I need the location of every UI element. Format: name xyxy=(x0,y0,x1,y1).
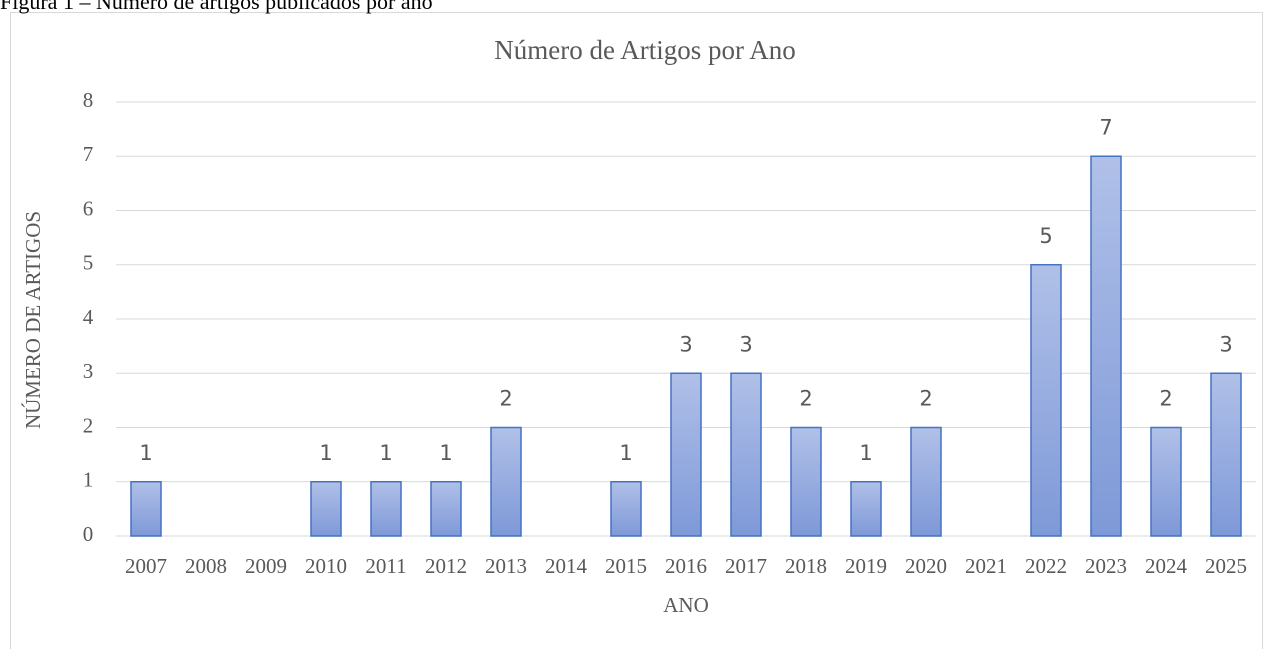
x-tick-label: 2020 xyxy=(905,554,947,578)
data-label: 3 xyxy=(739,332,752,356)
bar xyxy=(490,426,522,537)
data-label: 2 xyxy=(499,387,512,411)
data-label: 1 xyxy=(139,441,152,465)
bar xyxy=(130,481,162,537)
x-tick-label: 2018 xyxy=(785,554,827,578)
y-tick-label: 4 xyxy=(83,305,94,329)
x-axis-title: ANO xyxy=(663,593,709,617)
data-label: 2 xyxy=(1159,387,1172,411)
bar xyxy=(1150,426,1182,537)
bar xyxy=(790,426,822,537)
data-label: 3 xyxy=(1219,332,1232,356)
x-tick-label: 2011 xyxy=(365,554,406,578)
x-tick-label: 2015 xyxy=(605,554,647,578)
y-axis-title: NÚMERO DE ARTIGOS xyxy=(21,211,45,429)
data-label: 1 xyxy=(319,441,332,465)
y-tick-label: 2 xyxy=(83,413,94,437)
y-tick-label: 8 xyxy=(83,88,94,112)
y-tick-label: 7 xyxy=(83,142,94,166)
data-label: 7 xyxy=(1099,115,1112,139)
caption: Figura 1 – Número de artigos publicados … xyxy=(0,0,433,14)
bar xyxy=(1030,264,1062,537)
data-label: 3 xyxy=(679,332,692,356)
data-label: 5 xyxy=(1039,224,1052,248)
x-tick-label: 2025 xyxy=(1205,554,1247,578)
x-tick-label: 2016 xyxy=(665,554,707,578)
bar xyxy=(1210,372,1242,537)
y-tick-label: 3 xyxy=(83,359,94,383)
data-label: 2 xyxy=(919,387,932,411)
x-tick-label: 2009 xyxy=(245,554,287,578)
bar xyxy=(730,372,762,537)
y-tick-label: 1 xyxy=(83,468,94,492)
y-tick-label: 5 xyxy=(83,251,94,275)
x-tick-label: 2014 xyxy=(545,554,588,578)
x-tick-label: 2008 xyxy=(185,554,227,578)
x-tick-label: 2023 xyxy=(1085,554,1127,578)
x-tick-label: 2012 xyxy=(425,554,467,578)
data-label: 2 xyxy=(799,387,812,411)
bar xyxy=(310,481,342,537)
bar xyxy=(370,481,402,537)
bar xyxy=(1090,155,1122,537)
x-tick-label: 2021 xyxy=(965,554,1007,578)
chart-title: Número de Artigos por Ano xyxy=(494,35,795,65)
bar xyxy=(610,481,642,537)
x-tick-label: 2007 xyxy=(125,554,167,578)
data-label: 1 xyxy=(859,441,872,465)
data-label: 1 xyxy=(379,441,392,465)
data-label: 1 xyxy=(619,441,632,465)
x-tick-label: 2019 xyxy=(845,554,887,578)
x-tick-label: 2010 xyxy=(305,554,347,578)
bar xyxy=(670,372,702,537)
x-tick-label: 2017 xyxy=(725,554,767,578)
y-tick-label: 0 xyxy=(83,522,94,546)
x-tick-label: 2013 xyxy=(485,554,527,578)
y-tick-label: 6 xyxy=(83,196,94,220)
bar xyxy=(910,426,942,537)
bar xyxy=(850,481,882,537)
x-tick-label: 2024 xyxy=(1145,554,1188,578)
data-label: 1 xyxy=(439,441,452,465)
bar xyxy=(430,481,462,537)
x-tick-label: 2022 xyxy=(1025,554,1067,578)
